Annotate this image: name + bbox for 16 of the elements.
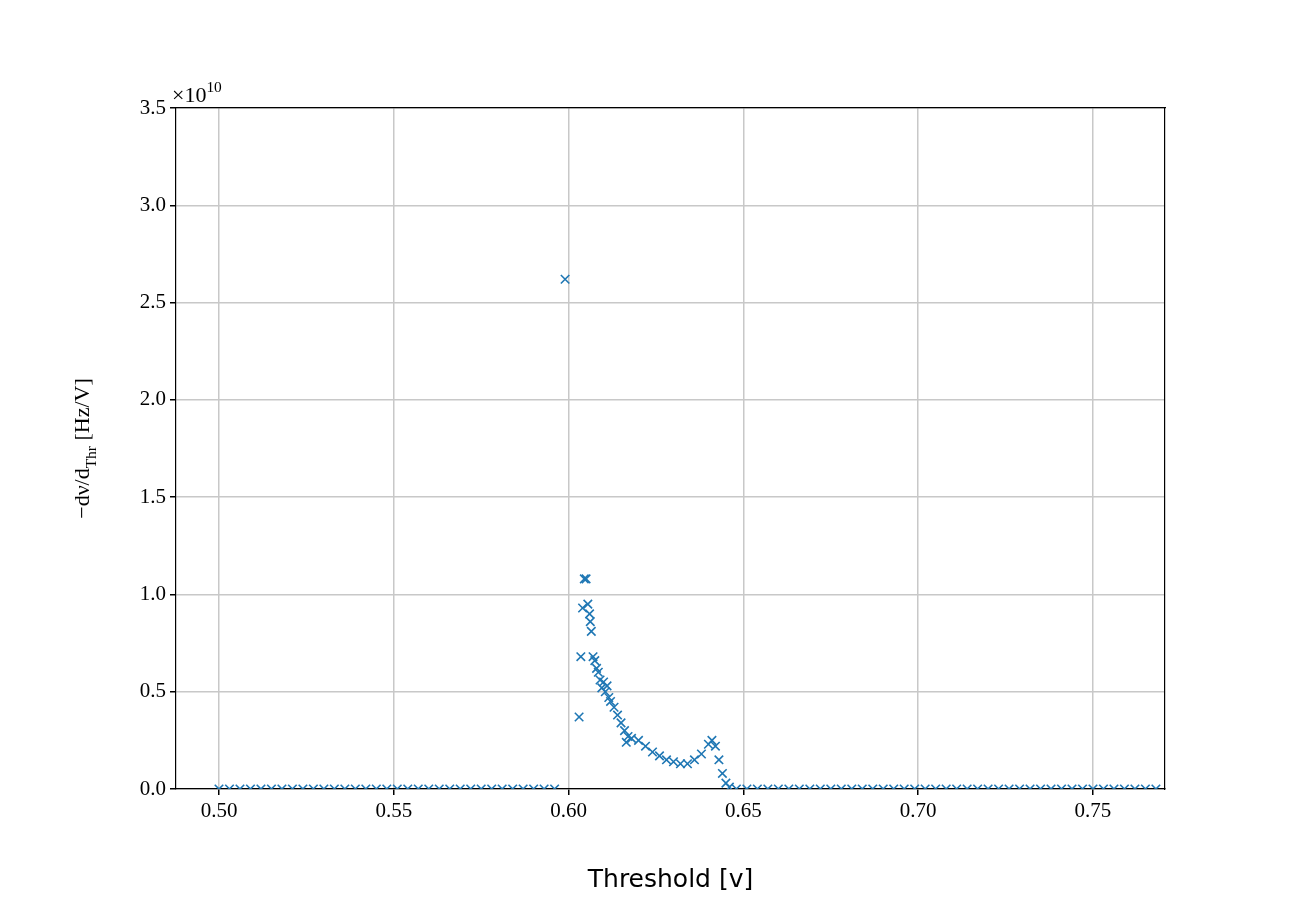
y-tick-label: 2.0 <box>139 386 166 411</box>
y-tick-label: 3.0 <box>139 191 166 216</box>
x-tick-label: 0.60 <box>550 798 587 823</box>
y-tick-label: 0.5 <box>139 678 166 703</box>
y-tick-label: 1.5 <box>139 483 166 508</box>
x-tick-label: 0.55 <box>375 798 413 823</box>
x-tick-label: 0.65 <box>725 798 762 823</box>
y-axis-title: −dν/dThr [Hz/V] <box>69 378 99 519</box>
x-tick-label: 0.70 <box>899 798 937 823</box>
x-tick-label: 0.75 <box>1074 798 1112 823</box>
x-axis-title: Threshold [v] <box>586 863 754 893</box>
y-tick-label: 3.5 <box>139 94 166 119</box>
y-tick-label: 1.0 <box>139 580 166 605</box>
y-tick-label: 2.5 <box>139 289 166 314</box>
x-tick-label: 0.50 <box>200 798 238 823</box>
y-tick-label: 0.0 <box>139 775 166 800</box>
